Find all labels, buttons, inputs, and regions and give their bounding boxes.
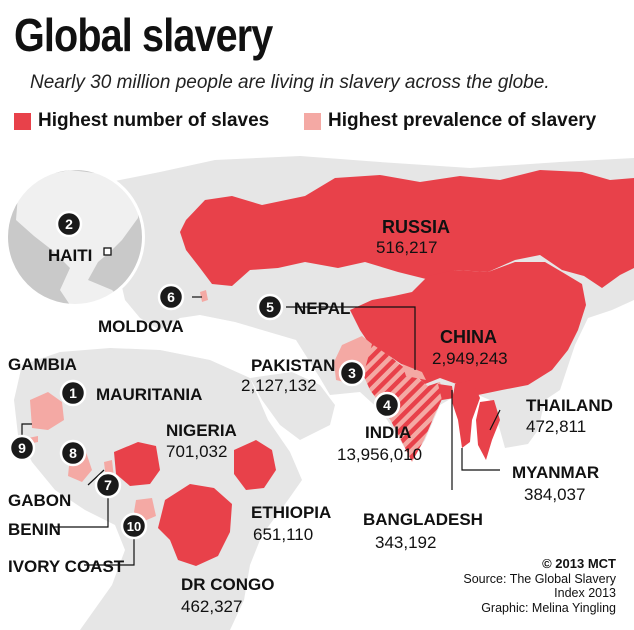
country-russia (180, 170, 634, 288)
svg-text:2: 2 (65, 216, 73, 232)
page-title: Global slavery (14, 9, 273, 61)
country-dr-congo (158, 484, 232, 566)
label-gabon: GABON (8, 491, 71, 510)
label-dr-congo: DR CONGO (181, 575, 275, 594)
country-moldova (200, 290, 208, 302)
rank-badges: 2 6 5 3 4 1 9 (8, 210, 401, 540)
rank-badge-haiti: 2 (55, 210, 83, 238)
source-line-2: Index 2013 (554, 586, 616, 600)
country-mauritania (30, 392, 64, 430)
label-haiti: HAITI (48, 246, 92, 265)
label-russia: RUSSIA (382, 217, 450, 237)
country-bangladesh (438, 384, 454, 400)
label-ethiopia: ETHIOPIA (251, 503, 331, 522)
value-russia: 516,217 (376, 238, 437, 257)
subtitle: Nearly 30 million people are living in s… (30, 72, 550, 93)
value-nigeria: 701,032 (166, 442, 227, 461)
country-india (362, 344, 444, 462)
rank-badge-moldova: 6 (157, 283, 185, 311)
svg-text:9: 9 (18, 440, 26, 456)
value-india: 13,956,010 (337, 445, 422, 464)
haiti-marker (103, 247, 112, 256)
label-pakistan: PAKISTAN (251, 356, 335, 375)
label-ivory-coast: IVORY COAST (8, 557, 125, 576)
value-ethiopia: 651,110 (253, 525, 313, 544)
land-arabia (250, 372, 335, 440)
label-bangladesh: BANGLADESH (363, 510, 483, 529)
credits: © 2013 MCT Source: The Global Slavery In… (463, 556, 616, 615)
svg-text:3: 3 (348, 365, 356, 381)
rank-badge-pakistan: 3 (338, 359, 366, 387)
map-labels: HAITI RUSSIA 516,217 MOLDOVA NEPAL CHINA… (8, 217, 613, 616)
rank-badge-nepal: 5 (256, 293, 284, 321)
label-thailand: THAILAND (526, 396, 613, 415)
label-china: CHINA (440, 327, 497, 347)
copyright: © 2013 MCT (542, 556, 616, 571)
land-africa (14, 348, 302, 630)
svg-text:10: 10 (127, 519, 141, 534)
country-nepal (402, 364, 426, 380)
svg-text:7: 7 (104, 477, 112, 493)
legend-label-number: Highest number of slaves (38, 110, 270, 131)
value-bangladesh: 343,192 (375, 533, 436, 552)
rank-badge-gambia: 9 (8, 434, 36, 462)
label-myanmar: MYANMAR (512, 463, 599, 482)
country-nigeria (114, 442, 160, 486)
source-line-1: Source: The Global Slavery (463, 571, 616, 586)
label-mauritania: MAURITANIA (96, 385, 202, 404)
country-myanmar (452, 380, 480, 448)
label-india: INDIA (365, 423, 411, 442)
rank-badge-ivory-coast: 10 (120, 512, 148, 540)
rank-badge-benin: 7 (94, 471, 122, 499)
graphic-credit: Graphic: Melina Yingling (481, 600, 616, 615)
country-china (350, 262, 586, 395)
legend-swatch-prevalence (304, 113, 321, 130)
svg-text:8: 8 (69, 445, 77, 461)
svg-text:4: 4 (383, 397, 391, 413)
legend-swatch-number (14, 113, 31, 130)
globe-americas (16, 170, 140, 305)
value-thailand: 472,811 (526, 417, 586, 436)
legend-label-prevalence: Highest prevalence of slavery (328, 110, 597, 131)
rank-badge-gabon: 8 (59, 439, 87, 467)
svg-text:5: 5 (266, 299, 274, 315)
svg-text:1: 1 (69, 385, 77, 401)
value-pakistan: 2,127,132 (241, 376, 317, 395)
label-nepal: NEPAL (294, 299, 350, 318)
value-dr-congo: 462,327 (181, 597, 242, 616)
rank-badge-india: 4 (373, 391, 401, 419)
label-moldova: MOLDOVA (98, 317, 184, 336)
value-myanmar: 384,037 (524, 485, 585, 504)
country-ethiopia (234, 440, 276, 490)
label-gambia: GAMBIA (8, 355, 77, 374)
label-nigeria: NIGERIA (166, 421, 237, 440)
label-benin: BENIN (8, 520, 61, 539)
inset-globe (5, 167, 145, 307)
country-thailand (476, 400, 500, 460)
rank-badge-mauritania: 1 (59, 379, 87, 407)
value-china: 2,949,243 (432, 349, 508, 368)
svg-text:6: 6 (167, 289, 175, 305)
